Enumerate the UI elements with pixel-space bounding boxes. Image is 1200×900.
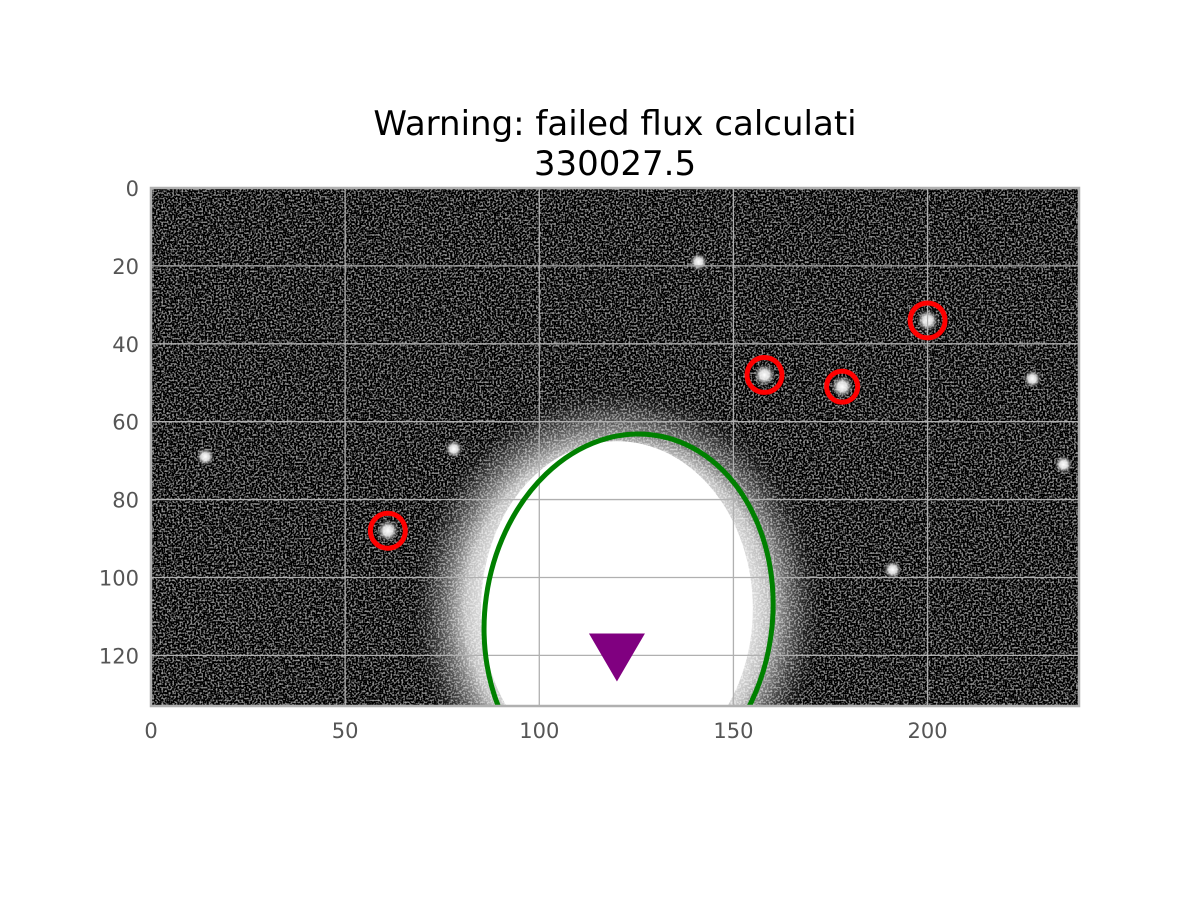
y-tick-label: 80: [112, 489, 139, 513]
source-circle: [907, 300, 948, 341]
source-circle: [744, 354, 785, 395]
x-tick-label: 50: [332, 719, 359, 743]
x-tick-label: 200: [908, 719, 948, 743]
tick-labels: 0 50 100 150 200 0 20 40 60 80 100 120: [99, 177, 948, 743]
y-tick-label: 0: [126, 177, 139, 201]
x-tick-label: 150: [713, 719, 753, 743]
star: [196, 447, 215, 466]
y-tick-label: 40: [112, 333, 139, 357]
star: [883, 560, 902, 579]
x-tick-label: 0: [144, 719, 157, 743]
annotations: [367, 300, 948, 706]
y-tick-label: 20: [112, 255, 139, 279]
star: [831, 375, 854, 398]
source-circle: [367, 510, 408, 551]
source-circle: [824, 368, 861, 405]
star: [444, 439, 463, 458]
y-tick-label: 60: [112, 411, 139, 435]
y-tick-label: 100: [99, 566, 139, 590]
star: [753, 363, 776, 386]
target-marker: [588, 633, 645, 682]
star: [376, 519, 399, 542]
chart-title-line-1: Warning: failed flux calculati: [373, 104, 857, 144]
aperture-ellipse: [481, 431, 776, 706]
y-tick-label: 120: [99, 644, 139, 668]
plot-frame: [149, 186, 1081, 708]
galaxy-core: [481, 441, 753, 706]
chart-title-line-2: 330027.5: [533, 144, 697, 184]
image-area: [151, 188, 1079, 706]
star: [1023, 369, 1042, 388]
star: [689, 253, 708, 271]
x-tick-label: 100: [519, 719, 559, 743]
star: [1054, 455, 1073, 474]
